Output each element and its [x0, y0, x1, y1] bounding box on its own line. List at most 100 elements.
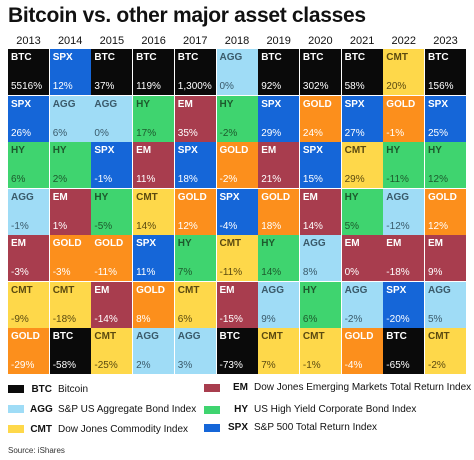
cell-asset-code: AGG [177, 331, 201, 342]
cell-return-value: 20% [386, 81, 407, 92]
cell-asset-code: GOLD [344, 331, 374, 342]
cell-return-value: 14% [136, 220, 157, 232]
cell-2018-btc: BTC -73% [216, 328, 258, 374]
cell-asset-code: EM [177, 98, 193, 110]
cell-return-value: -29% [11, 360, 35, 371]
legend-code: SPX [227, 422, 248, 433]
cell-asset-code: EM [344, 238, 360, 249]
year-header-row: 2013 2014 2015 2016 2017 2018 2019 2020 2021 2022… [8, 35, 466, 49]
legend-item-agg: AGG S&P US Aggregate Bond Index [8, 402, 196, 416]
cell-2015-gold: GOLD -11% [91, 235, 133, 281]
cell-asset-code: AGG [344, 284, 368, 296]
cell-return-value: 17% [136, 127, 157, 139]
cell-return-value: 2% [136, 360, 151, 371]
cell-2018-gold: GOLD -2% [216, 142, 258, 188]
cell-return-value: -73% [219, 360, 243, 371]
cell-asset-code: AGG [219, 52, 243, 63]
cell-asset-code: EM [428, 238, 443, 249]
cell-asset-code: BTC [52, 331, 74, 342]
cell-return-value: 5516% [11, 81, 43, 92]
cell-return-value: 24% [302, 127, 323, 139]
cell-2015-btc: BTC 37% [91, 49, 133, 95]
cell-2013-agg: AGG -1% [8, 188, 49, 235]
year-label-2015: 2015 [99, 35, 125, 47]
year-label-2014: 2014 [57, 35, 83, 47]
cell-asset-code: EM [261, 145, 277, 156]
source-note: Source: iShares [8, 446, 65, 455]
cell-2018-spx: SPX -4% [216, 188, 258, 235]
cell-asset-code: GOLD [94, 238, 124, 249]
cell-asset-code: CMT [428, 331, 450, 342]
returns-grid: BTC 5516% SPX 26% HY 6% AGG -1% EM -3% CMT -9% GOLD -… [8, 49, 466, 376]
cell-2021-hy: HY 5% [341, 188, 383, 235]
cell-asset-code: AGG [94, 98, 118, 110]
cell-2016-gold: GOLD 8% [133, 281, 175, 328]
chart-title: Bitcoin vs. other major asset classes [8, 4, 366, 27]
cell-2019-btc: BTC 92% [258, 49, 300, 95]
cell-return-value: 18% [261, 220, 282, 232]
cell-2019-em: EM 21% [258, 142, 300, 188]
cell-return-value: 29% [261, 127, 282, 139]
cell-return-value: 12% [428, 174, 449, 185]
cell-2022-gold: GOLD -1% [383, 95, 425, 142]
cell-asset-code: HY [344, 191, 359, 203]
cell-return-value: 156% [428, 81, 454, 92]
cell-asset-code: BTC [177, 52, 199, 63]
cell-return-value: -20% [386, 313, 410, 325]
cell-return-value: -9% [11, 313, 29, 325]
cell-2022-cmt: CMT 20% [383, 49, 425, 95]
cell-asset-code: BTC [386, 331, 407, 342]
legend-name: S&P US Aggregate Bond Index [58, 403, 197, 415]
legend-name: US High Yield Corporate Bond Index [254, 404, 417, 415]
cell-return-value: -2% [219, 174, 238, 185]
cell-2013-gold: GOLD -29% [8, 328, 49, 374]
cell-return-value: 5% [428, 313, 443, 325]
cell-asset-code: CMT [302, 331, 325, 342]
cell-2014-hy: HY 2% [49, 142, 91, 188]
legend-swatch [204, 424, 220, 432]
legend-code: CMT [30, 423, 52, 435]
cell-2017-gold: GOLD 12% [174, 188, 216, 235]
cell-asset-code: CMT [386, 52, 408, 63]
legend-swatch [8, 405, 24, 413]
cell-return-value: 6% [177, 313, 193, 325]
cell-2020-em: EM 14% [299, 188, 341, 235]
cell-return-value: -2% [428, 360, 446, 371]
cell-asset-code: AGG [11, 191, 34, 203]
cell-asset-code: EM [136, 145, 152, 156]
cell-return-value: 6% [11, 174, 26, 185]
cell-return-value: -5% [94, 220, 113, 232]
cell-2020-gold: GOLD 24% [299, 95, 341, 142]
cell-2013-hy: HY 6% [8, 142, 49, 188]
cell-2014-agg: AGG 6% [49, 95, 91, 142]
cell-asset-code: AGG [136, 331, 159, 342]
legend-item-hy: HY US High Yield Corporate Bond Index [204, 404, 416, 418]
cell-2016-em: EM 11% [133, 142, 175, 188]
year-label-2018: 2018 [224, 35, 250, 47]
cell-2017-agg: AGG 3% [174, 328, 216, 374]
cell-return-value: 26% [11, 127, 32, 139]
cell-return-value: 11% [136, 174, 156, 185]
legend-code: HY [234, 404, 248, 415]
cell-return-value: 58% [344, 81, 365, 92]
cell-return-value: 14% [261, 267, 282, 278]
cell-return-value: -25% [94, 360, 118, 371]
cell-return-value: 15% [302, 174, 323, 185]
cell-asset-code: EM [302, 191, 318, 203]
cell-2013-cmt: CMT -9% [8, 281, 49, 328]
cell-2014-btc: BTC -58% [49, 328, 91, 374]
cell-asset-code: CMT [344, 145, 367, 156]
legend-item-btc: BTC Bitcoin [8, 382, 88, 396]
cell-return-value: 8% [302, 267, 318, 278]
cell-asset-code: HY [428, 145, 442, 156]
cell-asset-code: BTC [261, 52, 282, 63]
legend-name: S&P 500 Total Return Index [254, 422, 378, 433]
cell-asset-code: HY [386, 145, 401, 156]
cell-asset-code: BTC [94, 52, 115, 63]
cell-asset-code: BTC [136, 52, 157, 63]
cell-2020-hy: HY 6% [299, 281, 341, 328]
cell-asset-code: HY [177, 238, 192, 249]
cell-asset-code: GOLD [261, 191, 291, 203]
legend-item-em: EM Dow Jones Emerging Markets Total Retur… [204, 382, 471, 396]
cell-asset-code: EM [386, 238, 402, 249]
